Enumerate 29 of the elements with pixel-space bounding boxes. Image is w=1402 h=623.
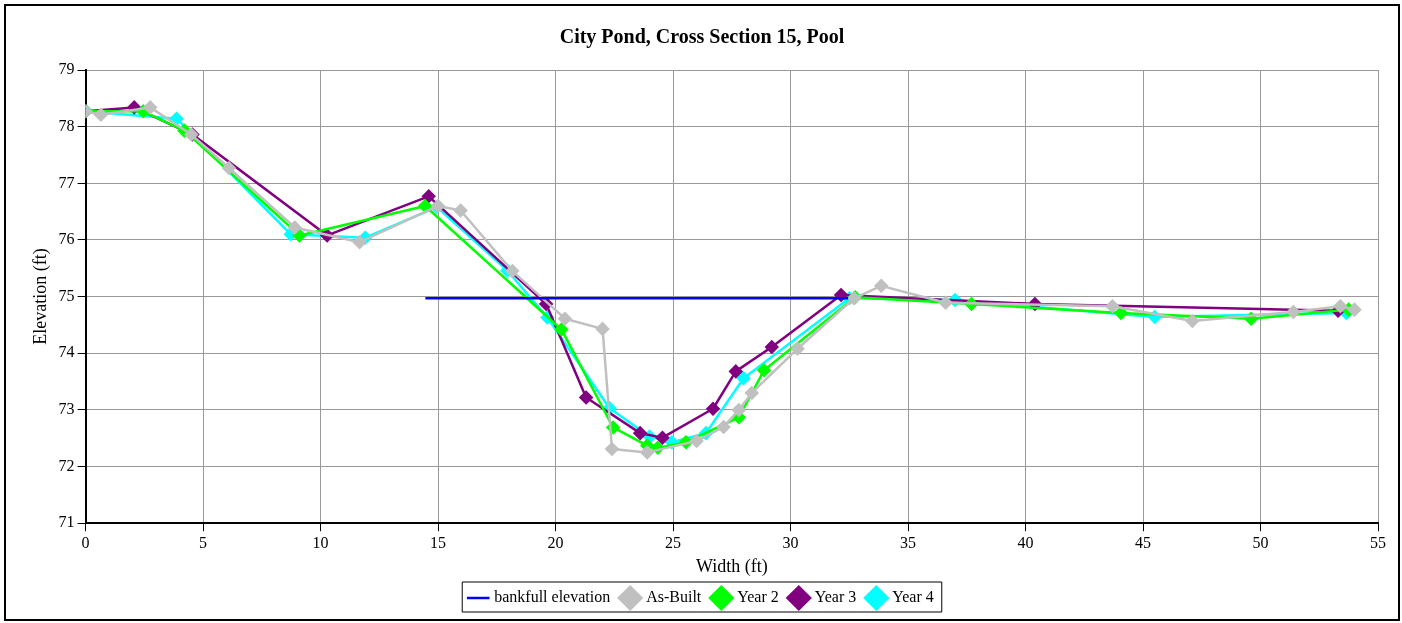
y-tick-label: 79	[58, 60, 75, 78]
y-tick-label: 74	[58, 343, 75, 361]
legend-label: Year 2	[737, 588, 779, 606]
x-tick-label: 35	[900, 534, 917, 551]
x-tick-label: 55	[1370, 534, 1386, 551]
legend-label: bankfull elevation	[494, 588, 611, 606]
x-tick-label: 25	[665, 534, 682, 551]
x-axis-title: Width (ft)	[695, 555, 768, 577]
legend-label: Year 3	[814, 588, 857, 606]
x-tick-label: 0	[81, 534, 90, 551]
y-tick-label: 78	[58, 116, 75, 134]
x-tick-label: 40	[1017, 534, 1034, 551]
y-tick-label: 76	[58, 230, 75, 248]
x-tick-label: 50	[1252, 534, 1269, 551]
x-tick-label: 5	[199, 534, 208, 551]
y-tick-label: 72	[58, 456, 75, 474]
x-tick-label: 15	[430, 534, 447, 551]
x-tick-label: 10	[312, 534, 329, 551]
legend-label: As-Built	[646, 588, 702, 606]
chart-title: City Pond, Cross Section 15, Pool	[559, 25, 845, 49]
y-tick-label: 73	[58, 400, 75, 418]
y-tick-label: 75	[58, 286, 75, 304]
x-tick-label: 20	[547, 534, 564, 551]
y-tick-label: 71	[58, 513, 75, 531]
x-tick-label: 45	[1135, 534, 1152, 551]
y-tick-label: 77	[58, 173, 75, 191]
y-axis-title: Elevation (ft)	[29, 248, 51, 345]
x-tick-label: 30	[782, 534, 799, 551]
legend-label: Year 4	[892, 588, 934, 606]
